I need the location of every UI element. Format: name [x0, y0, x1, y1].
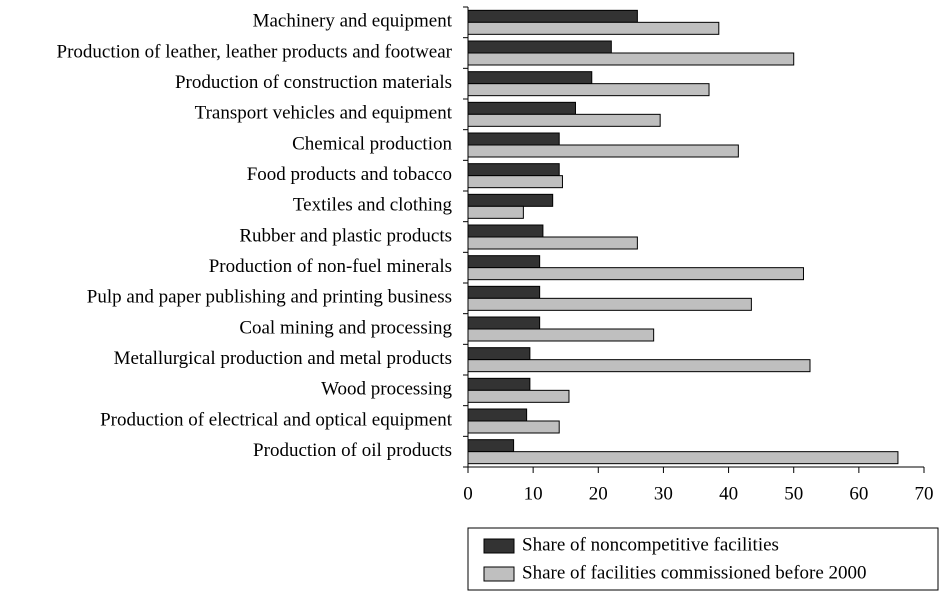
bar [467, 389, 570, 403]
y-tick-label: Chemical production [292, 133, 452, 154]
x-tick-label: 60 [849, 483, 868, 504]
bar [467, 420, 560, 434]
bar [467, 205, 524, 219]
bar [467, 113, 661, 127]
bar [467, 21, 720, 35]
x-tick-label: 40 [719, 483, 738, 504]
bar [467, 285, 541, 299]
bar [467, 175, 563, 189]
x-tick-label: 10 [524, 483, 543, 504]
y-tick-label: Wood processing [321, 379, 452, 400]
y-tick-label: Production of leather, leather products … [57, 41, 453, 62]
x-tick-label: 50 [784, 483, 803, 504]
bar [467, 408, 528, 422]
x-tick-label: 30 [654, 483, 673, 504]
y-tick-label: Production of construction materials [175, 72, 452, 93]
y-tick-label: Production of non-fuel minerals [209, 256, 452, 277]
bar [467, 52, 795, 66]
bar [467, 255, 541, 269]
bar [467, 40, 612, 54]
y-tick-label: Production of oil products [253, 440, 452, 461]
y-tick-label: Metallurgical production and metal produ… [114, 348, 452, 369]
bar [467, 132, 560, 146]
bar [467, 359, 811, 373]
bar [467, 377, 531, 391]
y-tick-label: Food products and tobacco [247, 164, 452, 185]
bar [467, 439, 515, 453]
bar [467, 83, 710, 97]
bar [467, 316, 541, 330]
y-tick-label: Coal mining and processing [239, 317, 452, 338]
legend-swatch [483, 538, 515, 554]
bar [467, 101, 576, 115]
y-tick-label: Machinery and equipment [253, 11, 453, 32]
bar [467, 236, 638, 250]
bar [467, 267, 804, 281]
legend-swatch [483, 566, 515, 582]
x-tick-label: 70 [915, 483, 934, 504]
y-tick-label: Transport vehicles and equipment [195, 103, 453, 124]
y-tick-label: Pulp and paper publishing and printing b… [87, 287, 452, 308]
bar [467, 224, 544, 238]
y-tick-label: Textiles and clothing [293, 195, 453, 216]
bar [467, 71, 593, 85]
legend-label: Share of noncompetitive facilities [522, 534, 779, 555]
legend-box [467, 527, 939, 591]
y-tick-label: Production of electrical and optical equ… [100, 409, 453, 430]
bar [467, 144, 739, 158]
legend-label: Share of facilities commissioned before … [522, 562, 867, 583]
bar [467, 347, 531, 361]
bar [467, 193, 554, 207]
bar [467, 9, 638, 23]
bar [467, 297, 752, 311]
y-tick-label: Rubber and plastic products [239, 225, 452, 246]
x-tick-label: 0 [463, 483, 473, 504]
bar [467, 451, 899, 465]
bar [467, 328, 655, 342]
bar [467, 163, 560, 177]
x-tick-label: 20 [589, 483, 608, 504]
